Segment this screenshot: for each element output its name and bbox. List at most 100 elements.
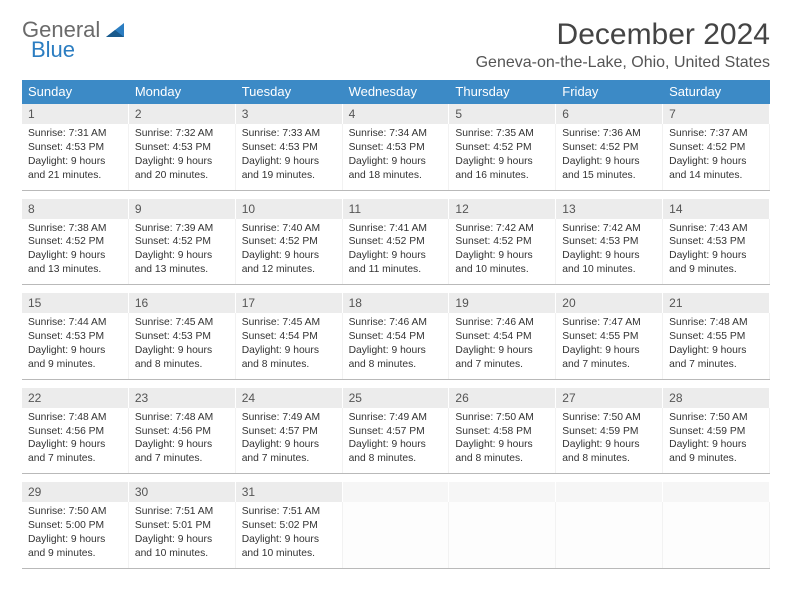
day-number: 23	[129, 388, 236, 408]
day-cell: Sunrise: 7:36 AMSunset: 4:52 PMDaylight:…	[556, 124, 663, 190]
sunset-text: Sunset: 4:56 PM	[28, 425, 122, 439]
daynum-row: 891011121314	[22, 199, 770, 219]
day-cell: Sunrise: 7:33 AMSunset: 4:53 PMDaylight:…	[236, 124, 343, 190]
sunset-text: Sunset: 4:53 PM	[669, 235, 763, 249]
sunset-text: Sunset: 4:54 PM	[242, 330, 336, 344]
day-cell: Sunrise: 7:37 AMSunset: 4:52 PMDaylight:…	[663, 124, 770, 190]
daylight-line1: Daylight: 9 hours	[28, 155, 122, 169]
title-block: December 2024 Geneva-on-the-Lake, Ohio, …	[476, 18, 770, 72]
daylight-line2: and 7 minutes.	[562, 358, 656, 372]
day-number: 19	[449, 293, 556, 313]
sunset-text: Sunset: 4:58 PM	[455, 425, 549, 439]
day-cell: Sunrise: 7:31 AMSunset: 4:53 PMDaylight:…	[22, 124, 129, 190]
sunset-text: Sunset: 4:53 PM	[242, 141, 336, 155]
day-cell: Sunrise: 7:45 AMSunset: 4:54 PMDaylight:…	[236, 313, 343, 379]
day-body-row: Sunrise: 7:44 AMSunset: 4:53 PMDaylight:…	[22, 313, 770, 379]
day-cell: Sunrise: 7:40 AMSunset: 4:52 PMDaylight:…	[236, 219, 343, 285]
day-cell: Sunrise: 7:42 AMSunset: 4:53 PMDaylight:…	[556, 219, 663, 285]
sunrise-text: Sunrise: 7:46 AM	[455, 316, 549, 330]
day-body-row: Sunrise: 7:48 AMSunset: 4:56 PMDaylight:…	[22, 408, 770, 474]
day-cell: Sunrise: 7:43 AMSunset: 4:53 PMDaylight:…	[663, 219, 770, 285]
brand-logo: General Blue	[22, 18, 126, 61]
daylight-line2: and 8 minutes.	[135, 358, 229, 372]
daylight-line1: Daylight: 9 hours	[455, 438, 549, 452]
daylight-line1: Daylight: 9 hours	[669, 249, 763, 263]
sunset-text: Sunset: 4:55 PM	[669, 330, 763, 344]
day-number: 7	[663, 104, 770, 124]
sunrise-text: Sunrise: 7:48 AM	[669, 316, 763, 330]
day-number: 6	[556, 104, 663, 124]
day-cell: Sunrise: 7:50 AMSunset: 5:00 PMDaylight:…	[22, 502, 129, 568]
day-number: 12	[449, 199, 556, 219]
daylight-line2: and 11 minutes.	[349, 263, 443, 277]
sunset-text: Sunset: 4:52 PM	[455, 235, 549, 249]
day-number: 9	[129, 199, 236, 219]
sunset-text: Sunset: 4:53 PM	[135, 141, 229, 155]
day-cell: Sunrise: 7:50 AMSunset: 4:59 PMDaylight:…	[556, 408, 663, 474]
sail-icon	[104, 21, 126, 39]
sunrise-text: Sunrise: 7:49 AM	[242, 411, 336, 425]
sunrise-text: Sunrise: 7:46 AM	[349, 316, 443, 330]
day-number: 11	[343, 199, 450, 219]
sunset-text: Sunset: 4:53 PM	[349, 141, 443, 155]
blank-day	[663, 502, 770, 568]
daylight-line1: Daylight: 9 hours	[349, 249, 443, 263]
daylight-line2: and 7 minutes.	[135, 452, 229, 466]
day-cell: Sunrise: 7:46 AMSunset: 4:54 PMDaylight:…	[449, 313, 556, 379]
sunset-text: Sunset: 4:53 PM	[135, 330, 229, 344]
daylight-line1: Daylight: 9 hours	[135, 249, 229, 263]
day-number: 26	[449, 388, 556, 408]
day-cell: Sunrise: 7:32 AMSunset: 4:53 PMDaylight:…	[129, 124, 236, 190]
daylight-line2: and 7 minutes.	[455, 358, 549, 372]
sunset-text: Sunset: 4:53 PM	[28, 141, 122, 155]
sunset-text: Sunset: 5:00 PM	[28, 519, 122, 533]
daylight-line1: Daylight: 9 hours	[28, 344, 122, 358]
day-body-row: Sunrise: 7:31 AMSunset: 4:53 PMDaylight:…	[22, 124, 770, 190]
daylight-line1: Daylight: 9 hours	[562, 438, 656, 452]
daylight-line1: Daylight: 9 hours	[562, 155, 656, 169]
dow-cell: Thursday	[449, 80, 556, 104]
sunset-text: Sunset: 4:52 PM	[242, 235, 336, 249]
sunset-text: Sunset: 4:56 PM	[135, 425, 229, 439]
dow-cell: Saturday	[663, 80, 770, 104]
sunset-text: Sunset: 4:59 PM	[562, 425, 656, 439]
daylight-line1: Daylight: 9 hours	[242, 533, 336, 547]
sunrise-text: Sunrise: 7:37 AM	[669, 127, 763, 141]
dow-cell: Tuesday	[236, 80, 343, 104]
day-cell: Sunrise: 7:50 AMSunset: 4:59 PMDaylight:…	[663, 408, 770, 474]
daylight-line2: and 15 minutes.	[562, 169, 656, 183]
day-number: 28	[663, 388, 770, 408]
day-cell: Sunrise: 7:41 AMSunset: 4:52 PMDaylight:…	[343, 219, 450, 285]
daylight-line1: Daylight: 9 hours	[28, 533, 122, 547]
sunrise-text: Sunrise: 7:47 AM	[562, 316, 656, 330]
daynum-row: 1234567	[22, 104, 770, 124]
day-number: 2	[129, 104, 236, 124]
daylight-line1: Daylight: 9 hours	[28, 249, 122, 263]
day-number: 27	[556, 388, 663, 408]
daylight-line1: Daylight: 9 hours	[28, 438, 122, 452]
blank-day	[343, 502, 450, 568]
sunrise-text: Sunrise: 7:32 AM	[135, 127, 229, 141]
sunrise-text: Sunrise: 7:49 AM	[349, 411, 443, 425]
daylight-line2: and 10 minutes.	[242, 547, 336, 561]
sunrise-text: Sunrise: 7:45 AM	[135, 316, 229, 330]
sunset-text: Sunset: 4:59 PM	[669, 425, 763, 439]
day-body-row: Sunrise: 7:50 AMSunset: 5:00 PMDaylight:…	[22, 502, 770, 568]
sunrise-text: Sunrise: 7:51 AM	[242, 505, 336, 519]
daylight-line1: Daylight: 9 hours	[242, 155, 336, 169]
day-number: 25	[343, 388, 450, 408]
sunset-text: Sunset: 4:57 PM	[349, 425, 443, 439]
sunset-text: Sunset: 5:02 PM	[242, 519, 336, 533]
sunset-text: Sunset: 4:53 PM	[562, 235, 656, 249]
sunset-text: Sunset: 4:54 PM	[455, 330, 549, 344]
day-cell: Sunrise: 7:50 AMSunset: 4:58 PMDaylight:…	[449, 408, 556, 474]
day-cell: Sunrise: 7:51 AMSunset: 5:01 PMDaylight:…	[129, 502, 236, 568]
day-cell: Sunrise: 7:34 AMSunset: 4:53 PMDaylight:…	[343, 124, 450, 190]
sunrise-text: Sunrise: 7:34 AM	[349, 127, 443, 141]
daylight-line2: and 12 minutes.	[242, 263, 336, 277]
daylight-line1: Daylight: 9 hours	[135, 533, 229, 547]
daylight-line2: and 10 minutes.	[455, 263, 549, 277]
day-cell: Sunrise: 7:51 AMSunset: 5:02 PMDaylight:…	[236, 502, 343, 568]
weeks-container: 1234567Sunrise: 7:31 AMSunset: 4:53 PMDa…	[22, 104, 770, 569]
daylight-line1: Daylight: 9 hours	[242, 249, 336, 263]
